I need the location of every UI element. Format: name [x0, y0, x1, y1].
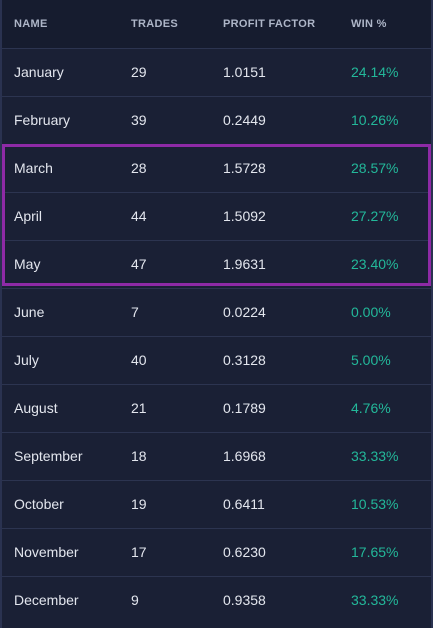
table-row[interactable]: November 17 0.6230 17.65%: [2, 527, 431, 576]
cell-profit-factor: 0.9358: [211, 575, 339, 624]
cell-win: 23.40%: [339, 239, 431, 288]
cell-trades: 17: [119, 527, 211, 576]
table-row[interactable]: December 9 0.9358 33.33%: [2, 575, 431, 624]
cell-name: November: [2, 527, 119, 576]
column-header-name[interactable]: NAME: [14, 17, 48, 30]
table-row[interactable]: June 7 0.0224 0.00%: [2, 287, 431, 336]
table-row[interactable]: May 47 1.9631 23.40%: [2, 239, 431, 288]
cell-profit-factor: 0.0224: [211, 287, 339, 336]
table-row[interactable]: October 19 0.6411 10.53%: [2, 479, 431, 528]
cell-trades: 47: [119, 239, 211, 288]
cell-win: 27.27%: [339, 191, 431, 240]
column-header-profit-factor[interactable]: PROFIT FACTOR: [223, 17, 316, 30]
cell-name: September: [2, 431, 119, 480]
cell-trades: 44: [119, 191, 211, 240]
cell-trades: 21: [119, 383, 211, 432]
cell-name: October: [2, 479, 119, 528]
cell-name: February: [2, 95, 119, 144]
column-header-trades[interactable]: TRADES: [131, 17, 179, 30]
cell-profit-factor: 1.0151: [211, 47, 339, 96]
cell-win: 33.33%: [339, 575, 431, 624]
cell-name: August: [2, 383, 119, 432]
cell-trades: 28: [119, 143, 211, 192]
table-body: January 29 1.0151 24.14% February 39 0.2…: [2, 47, 431, 624]
cell-win: 17.65%: [339, 527, 431, 576]
column-header-win[interactable]: WIN %: [351, 17, 387, 30]
cell-name: April: [2, 191, 119, 240]
cell-name: July: [2, 335, 119, 384]
cell-win: 10.26%: [339, 95, 431, 144]
cell-win: 28.57%: [339, 143, 431, 192]
cell-name: December: [2, 575, 119, 624]
cell-name: January: [2, 47, 119, 96]
cell-win: 24.14%: [339, 47, 431, 96]
table-row[interactable]: September 18 1.6968 33.33%: [2, 431, 431, 480]
cell-name: June: [2, 287, 119, 336]
cell-name: March: [2, 143, 119, 192]
cell-trades: 39: [119, 95, 211, 144]
cell-profit-factor: 1.5728: [211, 143, 339, 192]
cell-trades: 7: [119, 287, 211, 336]
cell-profit-factor: 1.5092: [211, 191, 339, 240]
cell-win: 4.76%: [339, 383, 431, 432]
cell-trades: 18: [119, 431, 211, 480]
cell-profit-factor: 1.9631: [211, 239, 339, 288]
cell-name: May: [2, 239, 119, 288]
table-row[interactable]: February 39 0.2449 10.26%: [2, 95, 431, 144]
cell-trades: 9: [119, 575, 211, 624]
cell-trades: 29: [119, 47, 211, 96]
table-header: NAME TRADES PROFIT FACTOR WIN %: [2, 0, 431, 48]
cell-profit-factor: 0.1789: [211, 383, 339, 432]
cell-profit-factor: 0.3128: [211, 335, 339, 384]
cell-profit-factor: 1.6968: [211, 431, 339, 480]
cell-profit-factor: 0.2449: [211, 95, 339, 144]
header-row: NAME TRADES PROFIT FACTOR WIN %: [2, 0, 431, 48]
cell-win: 10.53%: [339, 479, 431, 528]
cell-profit-factor: 0.6411: [211, 479, 339, 528]
cell-trades: 19: [119, 479, 211, 528]
table-row[interactable]: March 28 1.5728 28.57%: [2, 143, 431, 192]
table-row[interactable]: January 29 1.0151 24.14%: [2, 47, 431, 96]
cell-trades: 40: [119, 335, 211, 384]
cell-win: 0.00%: [339, 287, 431, 336]
table-row[interactable]: August 21 0.1789 4.76%: [2, 383, 431, 432]
table-row[interactable]: April 44 1.5092 27.27%: [2, 191, 431, 240]
cell-profit-factor: 0.6230: [211, 527, 339, 576]
cell-win: 5.00%: [339, 335, 431, 384]
table-row[interactable]: July 40 0.3128 5.00%: [2, 335, 431, 384]
cell-win: 33.33%: [339, 431, 431, 480]
